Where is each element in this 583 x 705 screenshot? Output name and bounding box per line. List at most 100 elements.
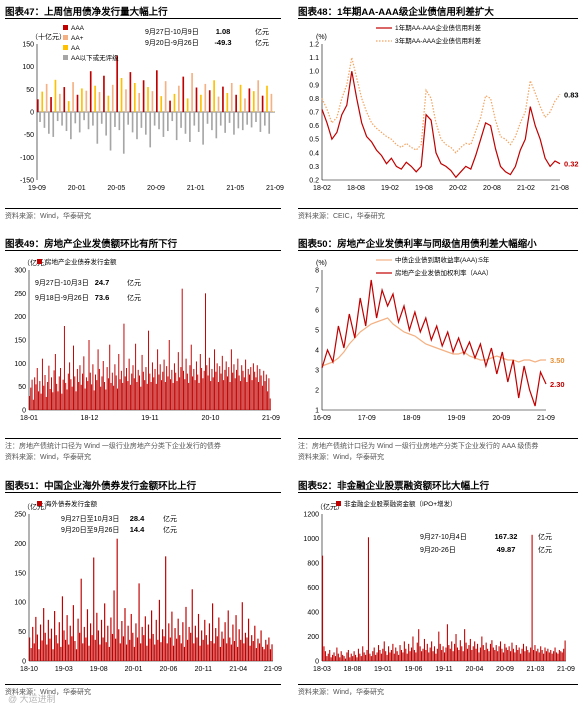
bar — [129, 384, 131, 410]
bar — [266, 85, 268, 112]
bar — [352, 656, 354, 661]
x-tick-label: 18-02 — [313, 185, 331, 192]
bar — [254, 371, 256, 410]
bar — [161, 380, 162, 410]
bar — [32, 399, 34, 410]
legend-label: AA — [71, 45, 80, 52]
bar — [375, 654, 377, 661]
bar — [252, 91, 255, 112]
bar — [149, 373, 151, 410]
y-tick-label: 7 — [315, 288, 319, 295]
bar — [501, 648, 503, 661]
bar — [258, 643, 261, 661]
series-line — [321, 279, 547, 407]
x-tick-label: 16-09 — [313, 415, 331, 422]
bar — [144, 616, 146, 661]
title-rule — [5, 18, 281, 19]
bar — [113, 385, 115, 410]
bar — [270, 93, 273, 112]
bar — [269, 649, 272, 661]
bar — [115, 638, 117, 661]
bar — [52, 112, 55, 137]
bar — [471, 649, 473, 661]
bar — [132, 365, 134, 410]
bar — [376, 652, 378, 661]
bar — [173, 363, 175, 410]
bar — [64, 639, 67, 661]
bar — [45, 396, 47, 410]
chart-51: （亿元） 0 50 100 150 200 250 18-10 19-03 19-08 20-01 2… — [14, 499, 282, 673]
bar — [107, 625, 109, 661]
bar — [204, 83, 207, 112]
bar — [110, 382, 112, 410]
bar — [89, 71, 92, 112]
bar — [257, 80, 260, 112]
bar — [255, 648, 257, 661]
bar — [120, 370, 122, 410]
bar — [222, 86, 224, 112]
bar — [162, 371, 164, 410]
annotation-value: 49.87 — [497, 545, 516, 554]
title-rule — [5, 250, 281, 251]
bar — [48, 112, 50, 134]
bar — [355, 654, 357, 661]
bar — [207, 644, 209, 661]
x-tick-label: 19-08 — [90, 666, 108, 673]
annotation-label: 9月20-26日 — [420, 546, 456, 554]
bar — [479, 647, 481, 661]
legend-swatch — [63, 35, 68, 40]
bar — [499, 641, 502, 661]
bar — [184, 112, 187, 134]
bar — [142, 80, 145, 112]
bar — [150, 382, 152, 410]
bar — [532, 649, 535, 661]
bar — [168, 340, 170, 410]
bar — [228, 367, 230, 410]
bar — [548, 652, 550, 661]
bar — [61, 112, 63, 126]
bar — [190, 632, 192, 661]
bar — [98, 92, 101, 112]
bar — [408, 643, 410, 661]
bar — [97, 630, 99, 661]
bottom-rule — [298, 438, 578, 439]
bar — [484, 649, 486, 661]
x-tick-label: 19-11 — [141, 415, 158, 422]
annotation-unit: 亿元 — [163, 514, 177, 523]
bar — [372, 651, 374, 661]
bar — [189, 112, 191, 142]
bar — [49, 638, 51, 661]
bar — [337, 653, 339, 661]
panel-title: 图表52：非金融企业股票融资额环比大幅上行 — [298, 481, 490, 492]
bar — [237, 112, 240, 129]
x-tick-label: 20-09 — [496, 666, 514, 673]
bar — [49, 389, 51, 410]
bar — [366, 649, 368, 661]
bar — [510, 651, 512, 661]
bar — [154, 368, 156, 410]
bar — [198, 382, 200, 410]
bar — [60, 368, 62, 410]
annotation-value: 24.7 — [95, 278, 110, 287]
bar — [213, 80, 215, 112]
x-tick-label: 19-02 — [381, 185, 399, 192]
bar — [94, 85, 96, 112]
title-rule — [298, 492, 578, 493]
y-tick-label: 0 — [22, 408, 26, 415]
bar — [177, 352, 179, 410]
bar — [458, 649, 460, 661]
bar — [238, 375, 240, 410]
bar — [194, 625, 196, 661]
source-text: 资料来源：Wind，华泰研究 — [5, 689, 91, 696]
bar — [389, 652, 391, 661]
bar — [137, 369, 139, 410]
bar — [186, 373, 188, 410]
annotation-unit: 亿元 — [538, 532, 552, 541]
bar — [38, 391, 40, 410]
bar — [468, 645, 470, 661]
bar — [558, 649, 560, 661]
bar — [47, 382, 49, 410]
bar — [176, 638, 178, 661]
bar — [161, 629, 164, 661]
bar — [98, 368, 100, 410]
